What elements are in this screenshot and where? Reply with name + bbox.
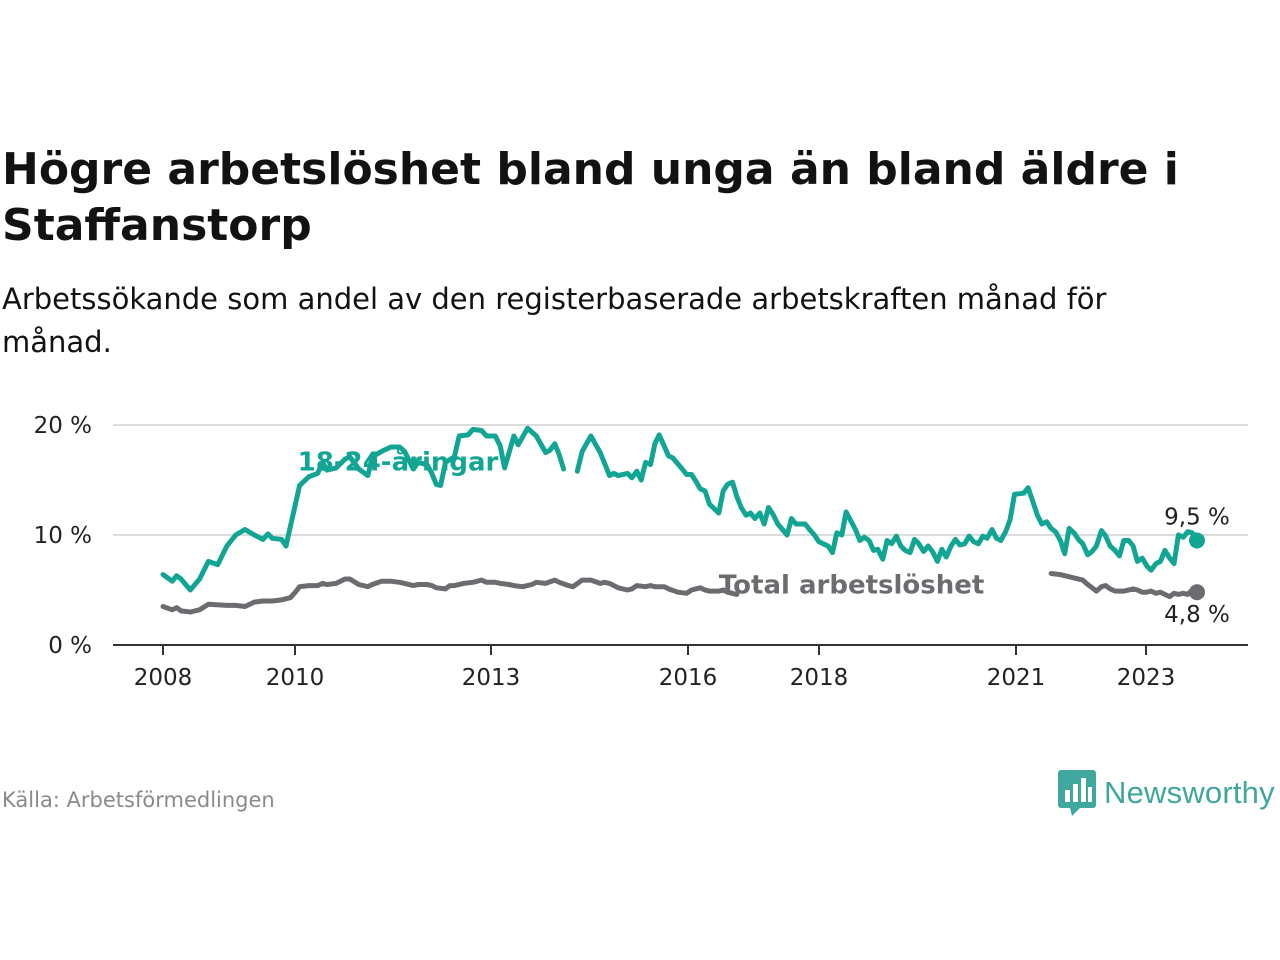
series-lines [160,425,1200,615]
source-note: Källa: Arbetsförmedlingen [2,788,275,812]
end-marker [1189,584,1205,601]
chart-title: Högre arbetslöshet bland unga än bland ä… [2,144,1179,251]
series-label-total: Total arbetslöshet [719,571,984,601]
x-tick-label: 2016 [659,665,718,691]
x-tick-label: 2013 [462,665,521,691]
x-tick-label: 2008 [134,665,193,691]
x-tick-label: 2010 [266,665,325,691]
y-axis-ticks: 0 % 10 % 20 % [34,413,92,659]
bar-chart-icon [1058,770,1096,816]
end-label-total: 4,8 % [1164,602,1230,628]
y-tick-label: 20 % [34,413,92,439]
x-tick-label: 2023 [1117,665,1176,691]
grid-lines [113,424,1248,536]
series-labels: 18-24-åringar Total arbetslöshet 9,5 % 4,8 … [298,445,1230,628]
x-tick-label: 2021 [987,665,1046,691]
series-line [160,425,567,593]
brand-name: Newsworthy [1104,775,1275,810]
line-chart: 0 % 10 % 20 % 2008 2010 2013 2016 2018 2021 2023… [34,413,1248,691]
end-marker [1189,532,1205,549]
brand-logo: Newsworthy [1058,770,1275,816]
y-tick-label: 10 % [34,523,92,549]
series-line [1048,571,1200,600]
series-line [574,432,1200,573]
chart-subtitle: Arbetssökande som andel av den registerb… [2,282,1107,359]
series-label-youth: 18-24-åringar [298,445,499,477]
y-tick-label: 0 % [48,633,92,659]
end-label-youth: 9,5 % [1164,505,1230,531]
x-tick-label: 2018 [790,665,849,691]
x-axis: 2008 2010 2013 2016 2018 2021 2023 [113,644,1248,691]
series-line [160,576,740,615]
